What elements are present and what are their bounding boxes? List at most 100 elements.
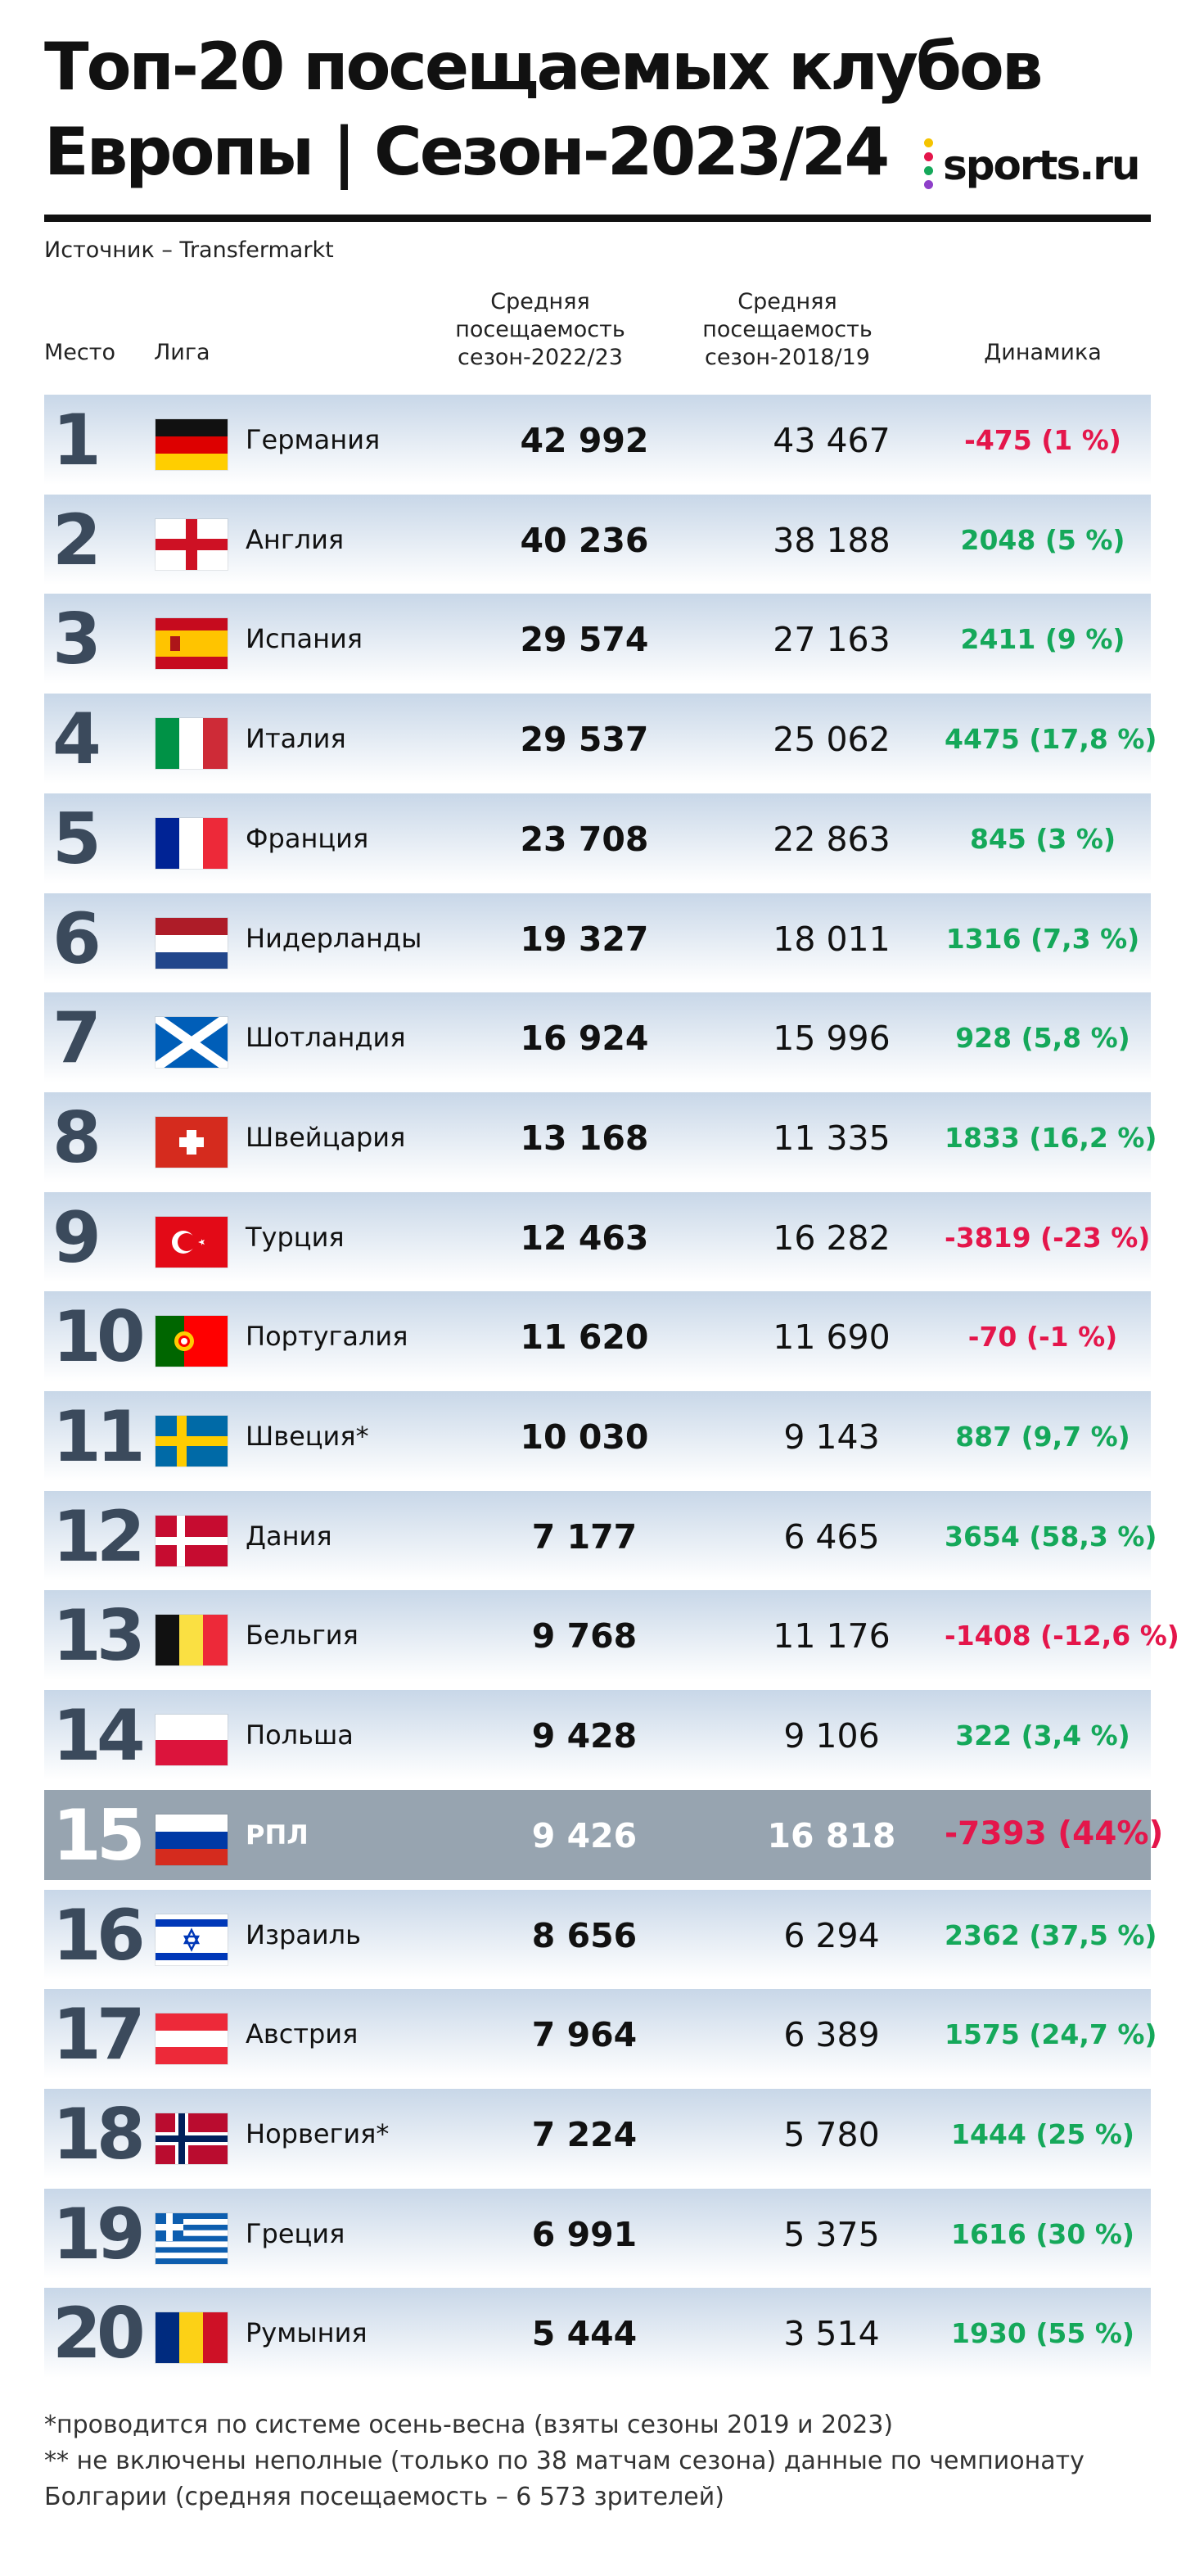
table-row: 6 Нидерланды 19 327 18 011 1316 (7,3 %): [44, 893, 1151, 983]
table-row: 5 Франция 23 708 22 863 845 (3 %): [44, 793, 1151, 884]
table-row: 2 Англия 40 236 38 188 2048 (5 %): [44, 495, 1151, 585]
france-flag-icon: [156, 818, 228, 869]
league-name: Израиль: [246, 1919, 361, 1950]
league-name: Франция: [246, 823, 369, 854]
column-header-dynamics: Динамика: [984, 340, 1102, 365]
table-row: 15 РПЛ 9 426 16 818 -7393 (44%): [44, 1790, 1163, 1880]
rank-number: 15: [52, 1795, 146, 1877]
rank-number: 9: [52, 1197, 101, 1279]
dynamics-value: -475 (1 %): [964, 424, 1121, 456]
rank-number: 19: [52, 2194, 146, 2275]
russia-flag-icon: [156, 1814, 228, 1865]
league-name: Норвегия*: [246, 2118, 390, 2149]
denmark-flag-icon: [156, 1516, 228, 1566]
attendance-previous: 11 335: [773, 1119, 891, 1158]
table-row: 10 Португалия 11 620 11 690 -70 (-1 %): [44, 1291, 1151, 1381]
table-row: 20 Румыния 5 444 3 514 1930 (55 %): [44, 2288, 1151, 2378]
table-row: 8 Швейцария 13 168 11 335 1833 (16,2 %): [44, 1092, 1157, 1182]
dynamics-value: 3654 (58,3 %): [945, 1521, 1157, 1552]
league-name: Австрия: [246, 2018, 358, 2050]
attendance-current: 13 168: [520, 1119, 649, 1158]
table-row: 1 Германия 42 992 43 467 -475 (1 %): [44, 395, 1151, 485]
poland-flag-icon: [156, 1715, 228, 1765]
attendance-previous: 9 143: [783, 1417, 880, 1457]
header-divider: [44, 215, 1151, 222]
norway-flag-icon: [156, 2113, 228, 2164]
league-name: Польша: [246, 1720, 354, 1751]
attendance-current: 5 444: [531, 2314, 638, 2353]
title-line-1: Топ-20 посещаемых клубов: [44, 29, 1043, 105]
attendance-previous: 38 188: [773, 521, 891, 560]
belgium-flag-icon: [156, 1615, 228, 1665]
rank-number: 2: [52, 499, 101, 581]
greece-flag-icon: [156, 2213, 228, 2264]
attendance-current: 9 768: [531, 1616, 638, 1656]
attendance-previous: 9 106: [783, 1716, 880, 1756]
italy-flag-icon: [156, 718, 228, 769]
attendance-current: 42 992: [520, 421, 649, 460]
rank-number: 5: [52, 798, 101, 880]
dynamics-value: -70 (-1 %): [967, 1321, 1118, 1353]
dynamics-value: 1444 (25 %): [951, 2118, 1134, 2150]
attendance-previous: 16 282: [773, 1218, 891, 1258]
column-header-current: Средняя посещаемость сезон-2022/23: [455, 289, 625, 370]
attendance-previous: 25 062: [773, 720, 891, 759]
table-row: 19 Греция 6 991 5 375 1616 (30 %): [44, 2189, 1151, 2279]
rank-number: 18: [52, 2094, 146, 2176]
footnote-1: *проводится по системе осень-весна (взят…: [44, 2411, 894, 2439]
attendance-current: 8 656: [531, 1916, 638, 1955]
austria-flag-icon: [156, 2013, 228, 2064]
attendance-current: 29 574: [520, 620, 649, 659]
attendance-current: 11 620: [520, 1317, 649, 1357]
dynamics-value: 2411 (9 %): [960, 623, 1125, 655]
logo-text: sports.ru: [943, 142, 1140, 189]
source-note: Источник – Transfermarkt: [44, 237, 334, 263]
attendance-previous: 6 465: [783, 1517, 880, 1557]
rank-number: 13: [52, 1595, 146, 1677]
footnote-3: Болгарии (средняя посещаемость – 6 573 з…: [44, 2483, 724, 2511]
rank-number: 10: [52, 1296, 146, 1378]
attendance-previous: 6 294: [783, 1916, 880, 1955]
romania-flag-icon: [156, 2312, 228, 2363]
table-row: 17 Австрия 7 964 6 389 1575 (24,7 %): [44, 1989, 1157, 2079]
rank-number: 3: [52, 599, 101, 680]
attendance-previous: 3 514: [783, 2314, 880, 2353]
column-header-rank: Место: [44, 340, 115, 365]
footnote-2: ** не включены неполные (только по 38 ма…: [44, 2447, 1085, 2475]
dynamics-value: 1575 (24,7 %): [945, 2018, 1157, 2050]
table-row: 16 Израиль 8 656 6 294 2362 (37,5 %): [44, 1890, 1157, 1980]
league-name: Италия: [246, 723, 346, 754]
attendance-previous: 27 163: [773, 620, 891, 659]
attendance-current: 6 991: [531, 2215, 638, 2254]
table-row: 18 Норвегия* 7 224 5 780 1444 (25 %): [44, 2089, 1151, 2179]
league-name: Нидерланды: [246, 923, 422, 954]
dynamics-value: 1316 (7,3 %): [945, 923, 1140, 955]
attendance-current: 9 428: [531, 1716, 638, 1756]
rank-number: 1: [52, 400, 101, 481]
attendance-previous: 11 176: [773, 1616, 891, 1656]
league-name: Англия: [246, 524, 345, 555]
attendance-current: 12 463: [520, 1218, 649, 1258]
dynamics-value: -3819 (-23 %): [945, 1222, 1151, 1254]
dynamics-value: 4475 (17,8 %): [945, 723, 1157, 755]
column-header-league: Лига: [154, 340, 210, 365]
attendance-current: 9 426: [531, 1816, 638, 1855]
attendance-current: 16 924: [520, 1019, 649, 1058]
rank-number: 20: [52, 2293, 146, 2375]
attendance-current: 7 964: [531, 2015, 638, 2054]
attendance-previous: 15 996: [773, 1019, 891, 1058]
title-line-2: Европы | Сезон-2023/24: [44, 114, 890, 190]
dynamics-value: 1616 (30 %): [951, 2218, 1134, 2250]
league-name: Шотландия: [246, 1022, 406, 1053]
dynamics-value: 845 (3 %): [969, 823, 1116, 855]
attendance-previous: 11 690: [773, 1317, 891, 1357]
spain-flag-icon: [156, 618, 228, 669]
table-row: 7 Шотландия 16 924 15 996 928 (5,8 %): [44, 992, 1151, 1082]
sweden-flag-icon: [156, 1416, 228, 1467]
attendance-current: 29 537: [520, 720, 649, 759]
dynamics-value: -1408 (-12,6 %): [945, 1620, 1179, 1652]
portugal-flag-icon: [156, 1316, 228, 1367]
table-row: 12 Дания 7 177 6 465 3654 (58,3 %): [44, 1491, 1157, 1581]
israel-flag-icon: [156, 1914, 228, 1965]
attendance-previous: 16 818: [767, 1816, 896, 1855]
